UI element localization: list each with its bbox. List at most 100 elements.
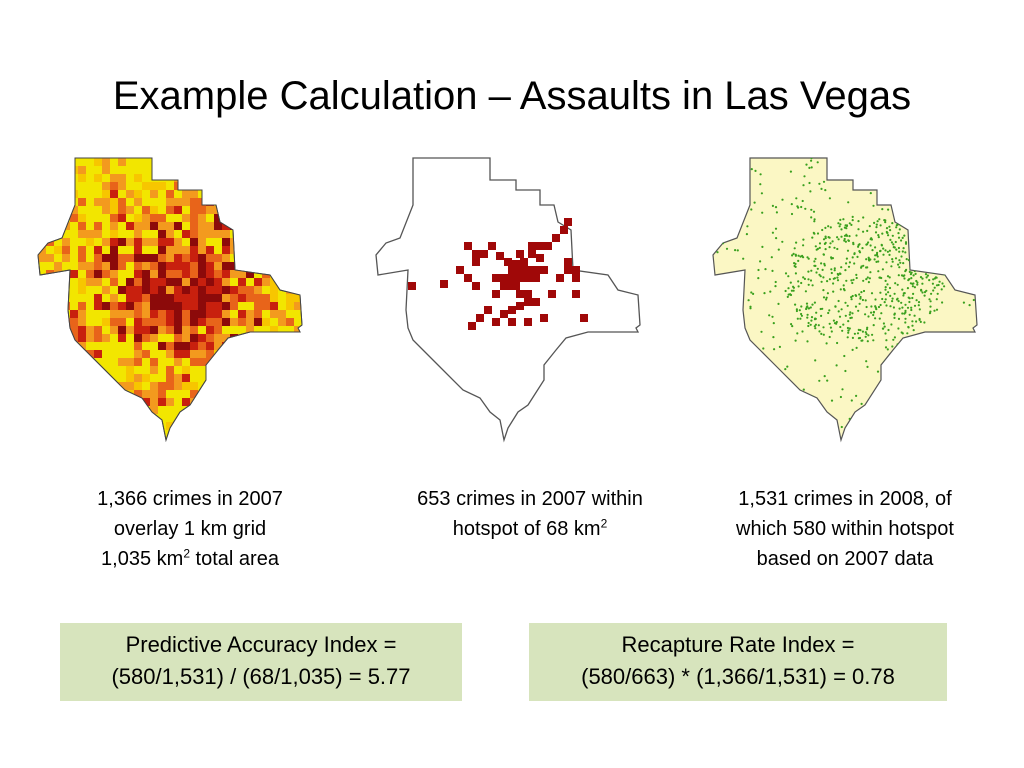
crime-point	[919, 268, 922, 272]
crime-point	[759, 173, 762, 176]
crime-point	[820, 314, 823, 317]
crime-point	[809, 306, 812, 309]
grid-cell	[198, 262, 206, 270]
crime-point	[774, 227, 778, 230]
grid-cell	[222, 310, 230, 318]
crime-point	[870, 305, 873, 308]
grid-cell	[262, 278, 270, 286]
grid-cell	[286, 230, 294, 238]
grid-cell	[118, 262, 126, 270]
grid-cell	[174, 198, 182, 206]
crime-point	[898, 396, 901, 399]
grid-cell	[318, 262, 326, 270]
crime-point	[814, 323, 817, 326]
crime-point	[903, 274, 906, 277]
crime-point	[955, 392, 958, 395]
grid-cell	[182, 158, 190, 166]
crime-point	[923, 321, 926, 324]
grid-cell	[182, 270, 190, 278]
crime-point	[824, 226, 827, 229]
grid-cell	[46, 214, 54, 222]
grid-cell	[182, 246, 190, 254]
crime-point	[976, 266, 977, 269]
grid-cell	[174, 358, 182, 366]
crime-point	[781, 240, 784, 243]
grid-cell	[182, 382, 190, 390]
crime-point	[973, 262, 976, 265]
crime-point	[910, 271, 913, 274]
grid-cell	[238, 318, 246, 326]
crime-point	[865, 278, 868, 281]
crime-point	[915, 320, 918, 323]
grid-cell	[94, 294, 102, 302]
crime-point	[805, 302, 809, 305]
crime-point	[954, 235, 957, 238]
grid-cell	[230, 286, 238, 294]
crime-point	[926, 274, 929, 277]
crime-point	[880, 312, 883, 315]
crime-point	[850, 223, 853, 226]
grid-cell	[206, 262, 214, 270]
crime-point	[843, 165, 846, 168]
crime-point	[770, 256, 773, 259]
crime-point	[753, 201, 756, 204]
crime-point	[897, 300, 900, 303]
grid-cell	[294, 206, 302, 214]
hotspot-cell	[564, 218, 572, 226]
crime-point	[975, 394, 977, 397]
grid-cell	[174, 350, 182, 358]
grid-cell	[286, 278, 294, 286]
grid-cell	[270, 406, 278, 414]
grid-cell	[246, 286, 254, 294]
crime-point	[904, 303, 907, 306]
crime-point	[887, 328, 890, 332]
crime-point	[805, 163, 808, 166]
crime-point	[802, 238, 805, 241]
grid-cell	[102, 286, 110, 294]
grid-cell	[134, 430, 142, 438]
crime-point	[794, 272, 797, 275]
crime-point	[839, 288, 842, 291]
crime-point	[761, 245, 764, 248]
crime-point	[835, 175, 838, 178]
crime-point	[844, 224, 847, 227]
grid-cell	[126, 254, 134, 262]
grid-cell	[174, 374, 182, 382]
grid-cell	[110, 382, 118, 390]
crime-point	[932, 339, 935, 343]
crime-point	[931, 388, 934, 391]
crime-point	[844, 240, 847, 243]
grid-cell	[206, 382, 214, 390]
slide-title: Example Calculation – Assaults in Las Ve…	[112, 74, 912, 118]
crime-point	[932, 278, 935, 281]
grid-cell	[118, 302, 126, 310]
crime-point	[873, 258, 876, 261]
grid-cell	[270, 246, 278, 254]
grid-cell	[126, 294, 134, 302]
grid-cell	[110, 270, 118, 278]
crime-point	[832, 282, 835, 285]
grid-cell	[294, 270, 302, 278]
crime-point	[911, 285, 914, 288]
grid-cell	[198, 334, 206, 342]
crime-point	[811, 236, 814, 239]
crime-point	[877, 236, 880, 239]
crime-point	[896, 283, 899, 286]
grid-cell	[286, 206, 294, 214]
crime-point	[794, 303, 797, 306]
crime-point	[771, 315, 774, 318]
crime-point	[851, 215, 854, 218]
crime-point	[851, 219, 854, 222]
crime-point	[845, 262, 848, 265]
crime-point	[823, 264, 826, 267]
hotspot-cell	[516, 266, 524, 274]
grid-cell	[86, 334, 94, 342]
grid-cell	[86, 278, 94, 286]
grid-cell	[54, 294, 62, 302]
crime-point	[822, 180, 826, 183]
crime-point	[860, 402, 863, 405]
crime-point	[834, 429, 837, 432]
crime-point	[897, 246, 900, 250]
crime-point	[914, 382, 917, 386]
grid-cell	[214, 382, 222, 390]
